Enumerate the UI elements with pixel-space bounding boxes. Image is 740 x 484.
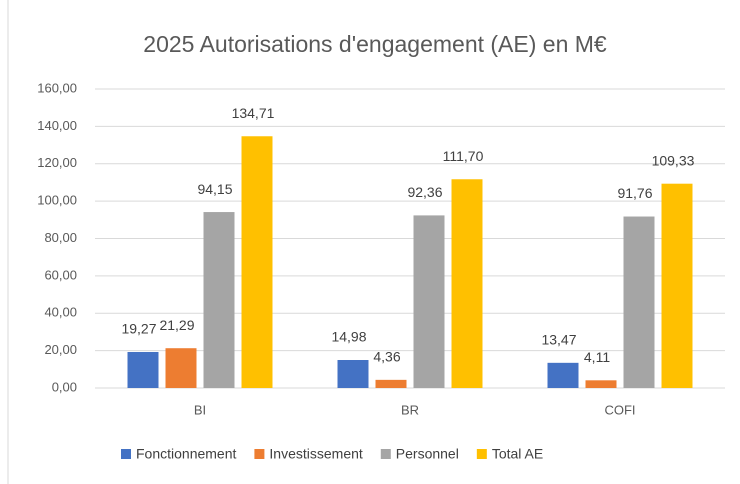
value-label: 4,36 [373, 349, 400, 365]
value-label: 134,71 [232, 105, 275, 121]
value-label: 4,11 [584, 349, 610, 365]
bar [337, 360, 369, 388]
value-label: 91,76 [617, 185, 652, 201]
y-tick-label: 80,00 [44, 230, 77, 245]
bar [623, 216, 655, 388]
y-tick-label: 100,00 [37, 193, 77, 208]
y-tick-label: 0,00 [52, 379, 77, 394]
value-label: 111,70 [443, 148, 484, 164]
y-tick-label: 160,00 [37, 80, 77, 95]
legend-swatch [121, 449, 131, 459]
value-label: 21,29 [159, 317, 194, 333]
bar [661, 183, 693, 388]
value-label: 19,27 [121, 321, 156, 337]
value-label: 94,15 [197, 181, 232, 197]
value-label: 13,47 [541, 332, 576, 348]
value-label: 109,33 [652, 152, 695, 168]
bar [585, 380, 617, 388]
legend-label: Personnel [396, 446, 459, 462]
value-label: 14,98 [331, 329, 366, 345]
x-tick-label: BI [194, 402, 206, 417]
y-tick-label: 120,00 [37, 155, 77, 170]
legend-swatch [380, 449, 391, 459]
y-tick-label: 60,00 [44, 267, 77, 282]
y-tick-label: 20,00 [44, 342, 77, 357]
legend-swatch [254, 449, 265, 459]
y-tick-label: 140,00 [37, 118, 77, 133]
bar [241, 136, 273, 388]
bar [451, 179, 483, 388]
x-tick-label: BR [401, 402, 419, 417]
x-tick-label: COFI [604, 402, 635, 417]
bar [203, 212, 235, 388]
value-label: 92,36 [407, 184, 442, 200]
bar [547, 362, 579, 388]
legend-label: Investissement [269, 446, 362, 462]
legend-label: Fonctionnement [136, 446, 237, 462]
bar [165, 348, 197, 388]
legend-swatch [476, 449, 487, 459]
bar [127, 351, 159, 388]
chart-title: 2025 Autorisations d'engagement (AE) en … [143, 31, 607, 57]
legend-label: Total AE [492, 446, 543, 462]
bar [375, 379, 407, 388]
y-tick-label: 40,00 [44, 305, 77, 320]
bar [413, 215, 445, 388]
